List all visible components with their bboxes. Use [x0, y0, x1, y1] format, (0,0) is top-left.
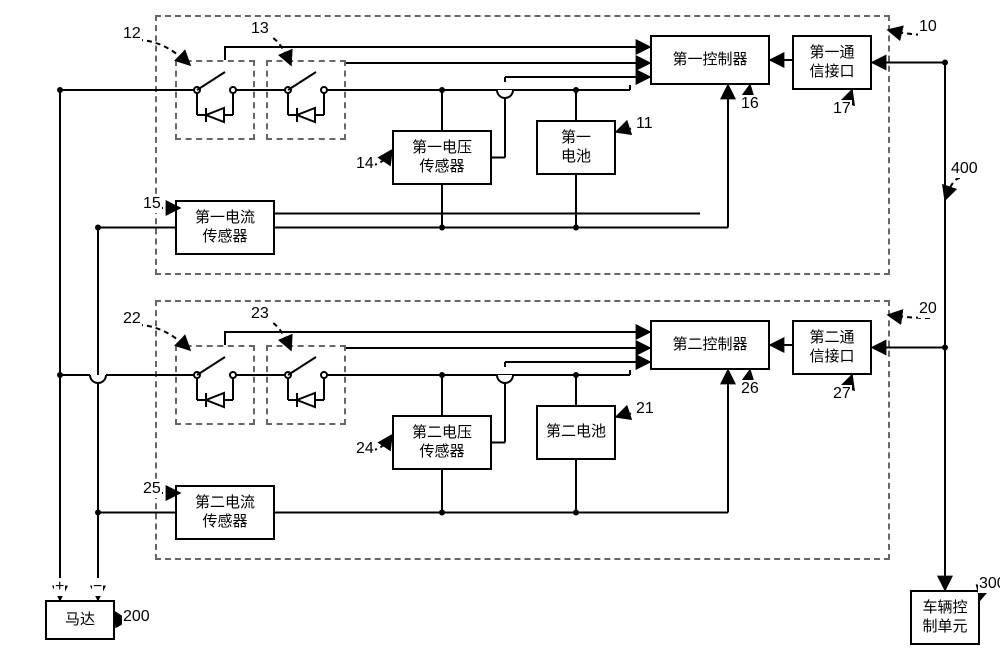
ref-17: 17	[832, 100, 852, 118]
ref-24: 24	[355, 440, 375, 458]
switch-22	[175, 345, 255, 425]
ref-25: 25	[142, 480, 162, 498]
comm-interface-1-label: 第一通 信接口	[809, 44, 854, 82]
controller-2: 第二控制器	[650, 320, 770, 370]
plus-label: +	[54, 578, 65, 596]
switch-13	[266, 60, 346, 140]
ref-23: 23	[250, 305, 270, 323]
ref-26: 26	[740, 380, 760, 398]
ref-10: 10	[918, 18, 938, 36]
current-sensor-1: 第一电流 传感器	[175, 200, 275, 255]
voltage-sensor-1-label: 第一电压 传感器	[412, 139, 472, 177]
ref-13: 13	[250, 20, 270, 38]
comm-interface-2-label: 第二通 信接口	[809, 329, 854, 367]
current-sensor-2-label: 第二电流 传感器	[195, 494, 255, 532]
voltage-sensor-2-label: 第二电压 传感器	[412, 424, 472, 462]
ref-12: 12	[122, 25, 142, 43]
battery-1: 第一 电池	[536, 120, 616, 175]
motor-label: 马达	[65, 611, 95, 630]
battery-2-label: 第二电池	[546, 423, 606, 442]
switch-12	[175, 60, 255, 140]
current-sensor-2: 第二电流 传感器	[175, 485, 275, 540]
ref-21: 21	[635, 400, 655, 418]
ref-11: 11	[635, 115, 654, 133]
controller-2-label: 第二控制器	[672, 336, 747, 355]
ref-22: 22	[122, 310, 142, 328]
ref-16: 16	[740, 95, 760, 113]
comm-interface-1: 第一通 信接口	[792, 35, 872, 90]
diagram-canvas: 第一电压 传感器 第一 电池 第一控制器 第一通 信接口 第一电流 传感器 第二…	[0, 0, 1000, 657]
battery-1-label: 第一 电池	[561, 129, 591, 167]
ref-27: 27	[832, 385, 852, 403]
vcu-label: 车辆控 制单元	[922, 599, 967, 637]
controller-1: 第一控制器	[650, 35, 770, 85]
controller-1-label: 第一控制器	[672, 51, 747, 70]
vcu-block: 车辆控 制单元	[910, 590, 980, 645]
ref-14: 14	[355, 155, 375, 173]
motor-block: 马达	[45, 600, 115, 640]
voltage-sensor-1: 第一电压 传感器	[392, 130, 492, 185]
minus-label: −	[92, 578, 103, 596]
ref-300: 300	[978, 575, 1000, 593]
ref-15: 15	[142, 195, 162, 213]
current-sensor-1-label: 第一电流 传感器	[195, 209, 255, 247]
ref-200: 200	[122, 608, 151, 626]
switch-23	[266, 345, 346, 425]
battery-2: 第二电池	[536, 405, 616, 460]
voltage-sensor-2: 第二电压 传感器	[392, 415, 492, 470]
ref-20: 20	[918, 300, 938, 318]
comm-interface-2: 第二通 信接口	[792, 320, 872, 375]
ref-400: 400	[950, 160, 979, 178]
